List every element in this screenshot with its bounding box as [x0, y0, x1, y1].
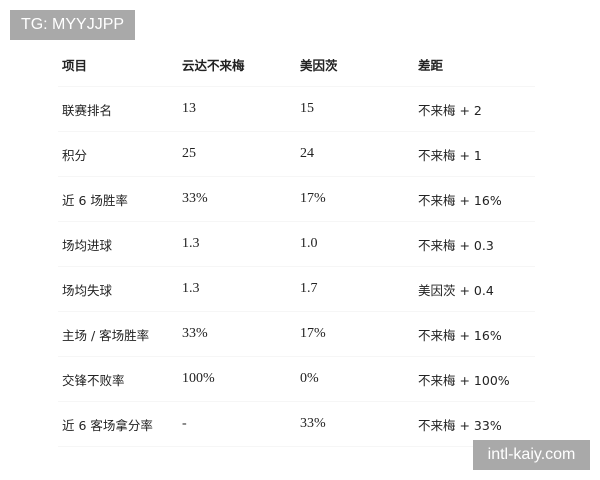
cell-label: 近 6 场胜率: [62, 192, 128, 208]
table-row: 主场 / 客场胜率 33% 17% 不来梅 + 16%: [58, 312, 535, 357]
cell-mainz: 15: [300, 101, 314, 116]
cell-label: 主场 / 客场胜率: [62, 327, 150, 343]
cell-difference: 美因茨 + 0.4: [418, 282, 494, 298]
cell-label: 联赛排名: [62, 102, 113, 118]
table-row: 近 6 客场拿分率 - 33% 不来梅 + 33%: [58, 402, 535, 447]
cell-label: 场均进球: [62, 237, 113, 253]
watermark-top: TG: MYYJJPP: [10, 10, 135, 40]
cell-bremen: 100%: [182, 371, 215, 386]
cell-label: 近 6 客场拿分率: [62, 417, 153, 433]
table-row: 联赛排名 13 15 不来梅 + 2: [58, 87, 535, 132]
cell-bremen: 25: [182, 146, 196, 161]
cell-difference: 不来梅 + 2: [418, 102, 482, 118]
header-item: 项目: [62, 57, 88, 73]
cell-bremen: -: [182, 416, 187, 431]
cell-difference: 不来梅 + 100%: [418, 372, 510, 388]
comparison-table: 项目 云达不来梅 美因茨 差距 联赛排名 13 15 不来梅 + 2 积分 25 24 不来梅…: [58, 42, 535, 447]
cell-bremen: 1.3: [182, 236, 200, 251]
cell-mainz: 24: [300, 146, 314, 161]
cell-difference: 不来梅 + 16%: [418, 192, 502, 208]
cell-bremen: 33%: [182, 326, 208, 341]
table-row: 场均进球 1.3 1.0 不来梅 + 0.3: [58, 222, 535, 267]
table-row: 场均失球 1.3 1.7 美因茨 + 0.4: [58, 267, 535, 312]
header-team-mainz: 美因茨: [300, 57, 338, 73]
header-team-bremen: 云达不来梅: [182, 57, 245, 73]
header-difference: 差距: [418, 57, 444, 73]
cell-difference: 不来梅 + 16%: [418, 327, 502, 343]
cell-label: 场均失球: [62, 282, 113, 298]
table-row: 积分 25 24 不来梅 + 1: [58, 132, 535, 177]
cell-label: 积分: [62, 147, 88, 163]
table-row: 交锋不败率 100% 0% 不来梅 + 100%: [58, 357, 535, 402]
table-header-row: 项目 云达不来梅 美因茨 差距: [58, 42, 535, 87]
cell-difference: 不来梅 + 0.3: [418, 237, 494, 253]
cell-mainz: 17%: [300, 326, 326, 341]
cell-mainz: 17%: [300, 191, 326, 206]
cell-mainz: 33%: [300, 416, 326, 431]
cell-difference: 不来梅 + 1: [418, 147, 482, 163]
cell-mainz: 1.7: [300, 281, 318, 296]
cell-label: 交锋不败率: [62, 372, 125, 388]
cell-mainz: 0%: [300, 371, 319, 386]
table-row: 近 6 场胜率 33% 17% 不来梅 + 16%: [58, 177, 535, 222]
cell-bremen: 13: [182, 101, 196, 116]
cell-difference: 不来梅 + 33%: [418, 417, 502, 433]
cell-bremen: 1.3: [182, 281, 200, 296]
cell-mainz: 1.0: [300, 236, 318, 251]
cell-bremen: 33%: [182, 191, 208, 206]
watermark-bottom: intl-kaiy.com: [473, 440, 590, 470]
